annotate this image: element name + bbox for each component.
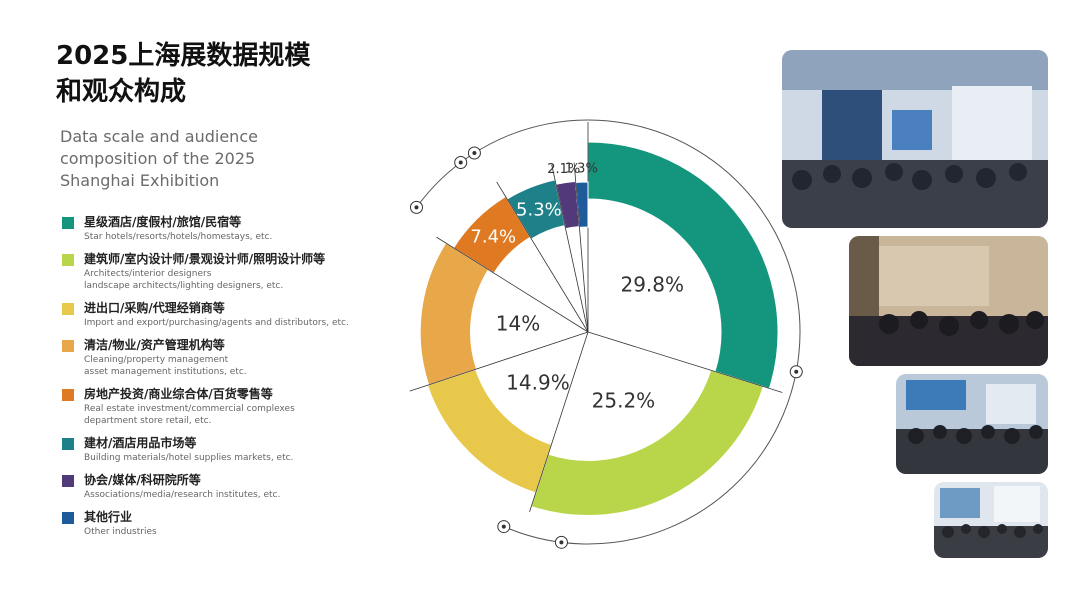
chart-slice <box>419 242 490 386</box>
slice-value-label: 14% <box>496 312 540 336</box>
photo-crowd-graphic <box>849 236 1048 366</box>
slice-value-label: 25.2% <box>592 388 656 412</box>
page-subtitle: Data scale and audience composition of t… <box>60 127 258 190</box>
legend-item-associations: 协会/媒体/科研院所等 Associations/media/research … <box>62 472 382 501</box>
legend-label-en: Real estate investment/commercial comple… <box>84 404 295 426</box>
legend-label-en: Import and export/purchasing/agents and … <box>84 318 349 328</box>
slice-value-label: 1.3% <box>565 162 598 177</box>
guide-marker-dot <box>472 151 477 156</box>
slice-separator <box>496 181 589 333</box>
slice-separator <box>436 236 589 333</box>
slice-value-label: 14.9% <box>506 370 570 394</box>
legend-label-en: Building materials/hotel supplies market… <box>84 453 294 463</box>
legend-swatch <box>62 438 74 450</box>
slice-separator <box>529 331 589 512</box>
legend-label-zh: 进出口/采购/代理经销商等 <box>84 301 225 315</box>
legend-swatch <box>62 303 74 315</box>
exhibition-hall-photo-3 <box>896 374 1048 474</box>
guide-marker-dot <box>458 160 463 165</box>
photo-crowd-graphic <box>896 374 1048 474</box>
exhibition-hall-photo-2 <box>849 236 1048 366</box>
slice-separator <box>551 164 589 333</box>
legend-label-zh: 建材/酒店用品市场等 <box>84 436 197 450</box>
page-title: 2025上海展数据规模 和观众构成 <box>56 38 376 110</box>
guide-marker-dot <box>501 524 506 529</box>
legend-swatch <box>62 512 74 524</box>
slice-value-label: 5.3% <box>516 199 562 220</box>
guide-marker-dot <box>559 540 564 545</box>
photo-crowd-graphic <box>934 482 1048 558</box>
legend-label-en: Associations/media/research institutes, … <box>84 490 281 500</box>
photo-crowd-graphic <box>782 50 1048 228</box>
legend-label-en: Other industries <box>84 527 157 537</box>
legend-label-zh: 清洁/物业/资产管理机构等 <box>84 338 225 352</box>
slice-value-label: 2.1% <box>547 162 580 177</box>
legend-label-en: Cleaning/property management asset manag… <box>84 355 247 377</box>
audience-composition-chart: 29.8% 25.2% 14.9% 14% 7.4%5.3% 2.1%1.3% <box>409 119 803 549</box>
chart-legend: 星级酒店/度假村/旅馆/民宿等 Star hotels/resorts/hote… <box>62 214 382 546</box>
chart-slice <box>587 141 779 390</box>
legend-item-architects: 建筑师/室内设计师/景观设计师/照明设计师等 Architects/interi… <box>62 251 382 292</box>
legend-swatch <box>62 254 74 266</box>
slice-separator <box>587 331 783 393</box>
title-line-2: 和观众构成 <box>56 77 187 107</box>
title-line-1: 2025上海展数据规模 <box>56 41 311 71</box>
legend-swatch <box>62 389 74 401</box>
legend-label-zh: 建筑师/室内设计师/景观设计师/照明设计师等 <box>84 252 326 266</box>
legend-item-cleaning-property: 清洁/物业/资产管理机构等 Cleaning/property manageme… <box>62 337 382 378</box>
slice-separator <box>409 331 589 392</box>
legend-label-zh: 其他行业 <box>84 510 133 524</box>
slice-value-label: 7.4% <box>470 226 516 247</box>
legend-item-other: 其他行业 Other industries <box>62 509 382 538</box>
legend-label-en: Architects/interior designers landscape … <box>84 269 284 291</box>
legend-swatch <box>62 340 74 352</box>
slice-separator <box>573 162 589 333</box>
legend-label-zh: 房地产投资/商业综合体/百货零售等 <box>84 387 273 401</box>
exhibition-hall-photo-4 <box>934 482 1048 558</box>
guide-arc <box>416 119 801 545</box>
legend-swatch <box>62 217 74 229</box>
legend-item-star-hotels: 星级酒店/度假村/旅馆/民宿等 Star hotels/resorts/hote… <box>62 214 382 243</box>
legend-label-en: Star hotels/resorts/hotels/homestays, et… <box>84 232 273 242</box>
legend-item-import-export: 进出口/采购/代理经销商等 Import and export/purchasi… <box>62 300 382 329</box>
legend-item-building-materials: 建材/酒店用品市场等 Building materials/hotel supp… <box>62 435 382 464</box>
exhibition-hall-photo-1 <box>782 50 1048 228</box>
slice-value-label: 29.8% <box>620 273 684 297</box>
guide-marker-dot <box>794 369 799 374</box>
legend-label-zh: 协会/媒体/科研院所等 <box>84 473 201 487</box>
legend-label-zh: 星级酒店/度假村/旅馆/民宿等 <box>84 215 242 229</box>
legend-swatch <box>62 475 74 487</box>
legend-item-real-estate: 房地产投资/商业综合体/百货零售等 Real estate investment… <box>62 386 382 427</box>
guide-marker-dot <box>414 205 419 210</box>
